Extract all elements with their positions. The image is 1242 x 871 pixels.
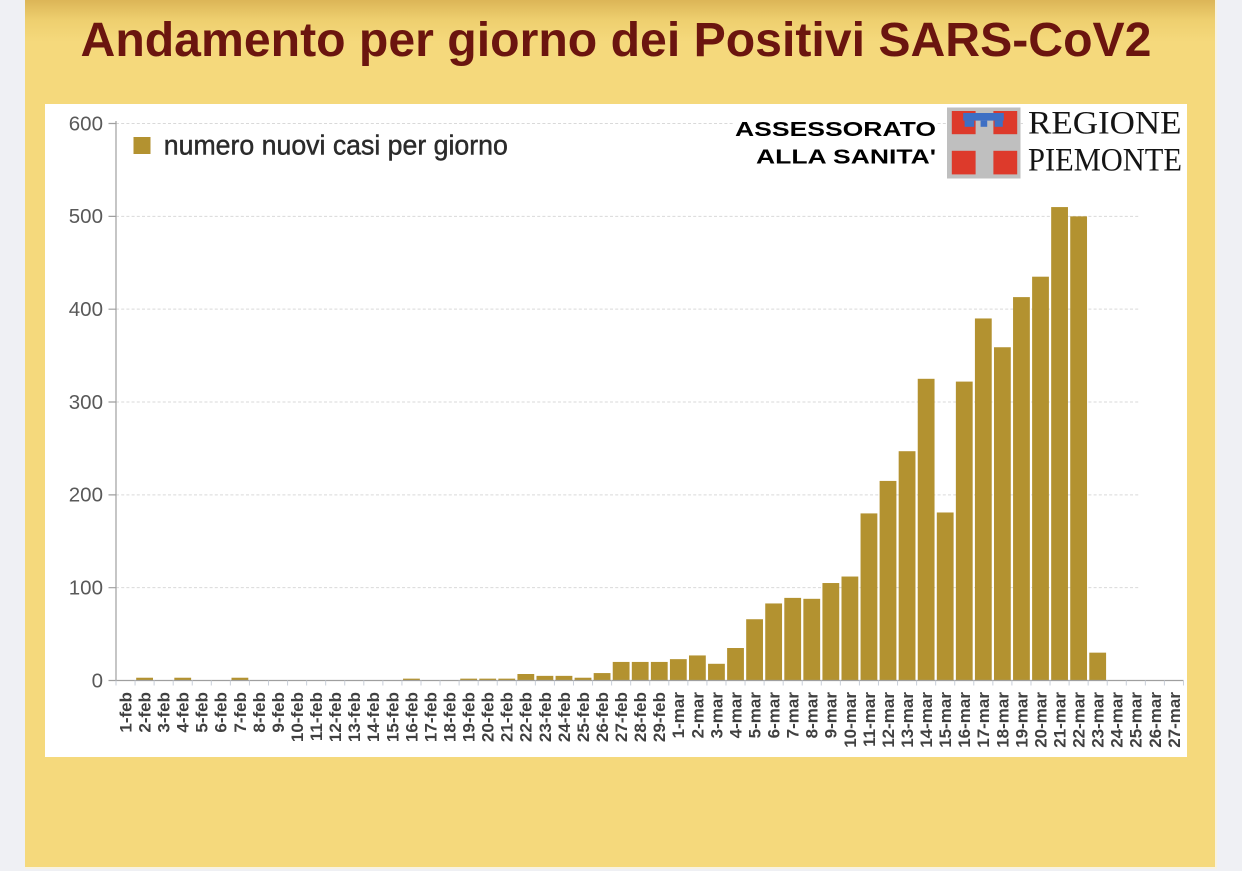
svg-text:3-feb: 3-feb: [155, 692, 174, 733]
svg-text:2-feb: 2-feb: [135, 692, 154, 733]
svg-text:27-mar: 27-mar: [1165, 692, 1184, 748]
svg-text:15-feb: 15-feb: [383, 692, 402, 742]
svg-text:26-mar: 26-mar: [1146, 692, 1165, 748]
svg-text:24-mar: 24-mar: [1108, 692, 1127, 748]
svg-text:7-mar: 7-mar: [784, 692, 803, 739]
svg-text:5-feb: 5-feb: [193, 692, 212, 733]
svg-text:14-feb: 14-feb: [364, 692, 383, 742]
svg-text:16-feb: 16-feb: [402, 692, 421, 742]
svg-text:6-mar: 6-mar: [765, 692, 784, 739]
svg-text:8-mar: 8-mar: [803, 692, 822, 739]
svg-text:5-mar: 5-mar: [745, 692, 764, 739]
svg-text:7-feb: 7-feb: [231, 692, 250, 733]
svg-text:18-mar: 18-mar: [993, 692, 1012, 748]
svg-text:3-mar: 3-mar: [707, 692, 726, 739]
svg-text:20-mar: 20-mar: [1031, 692, 1050, 748]
svg-text:23-feb: 23-feb: [536, 692, 555, 742]
svg-text:0: 0: [92, 669, 103, 692]
svg-text:29-feb: 29-feb: [650, 692, 669, 742]
svg-text:21-mar: 21-mar: [1050, 692, 1069, 748]
svg-text:ASSESSORATO: ASSESSORATO: [735, 117, 936, 140]
svg-text:4-mar: 4-mar: [726, 692, 745, 739]
svg-text:23-mar: 23-mar: [1089, 692, 1108, 748]
svg-text:16-mar: 16-mar: [955, 692, 974, 748]
svg-text:9-mar: 9-mar: [822, 692, 841, 739]
svg-text:13-mar: 13-mar: [898, 692, 917, 748]
svg-text:200: 200: [69, 484, 103, 507]
svg-text:19-mar: 19-mar: [1012, 692, 1031, 748]
svg-text:18-feb: 18-feb: [440, 692, 459, 742]
svg-text:19-feb: 19-feb: [460, 692, 479, 742]
svg-text:15-mar: 15-mar: [936, 692, 955, 748]
svg-text:9-feb: 9-feb: [269, 692, 288, 733]
svg-text:22-mar: 22-mar: [1070, 692, 1089, 748]
svg-text:4-feb: 4-feb: [174, 692, 193, 733]
svg-text:600: 600: [69, 112, 103, 135]
svg-text:500: 500: [69, 205, 103, 228]
svg-text:13-feb: 13-feb: [345, 692, 364, 742]
svg-text:1-feb: 1-feb: [116, 692, 135, 733]
svg-text:400: 400: [69, 298, 103, 321]
svg-text:10-feb: 10-feb: [288, 692, 307, 742]
svg-text:11-mar: 11-mar: [860, 692, 879, 747]
svg-text:12-mar: 12-mar: [879, 692, 898, 748]
svg-text:10-mar: 10-mar: [841, 692, 860, 748]
svg-text:27-feb: 27-feb: [612, 692, 631, 742]
svg-text:6-feb: 6-feb: [212, 692, 231, 733]
svg-text:ALLA SANITA': ALLA SANITA': [756, 145, 936, 168]
svg-text:24-feb: 24-feb: [555, 692, 574, 742]
svg-text:25-feb: 25-feb: [574, 692, 593, 742]
svg-text:17-feb: 17-feb: [421, 692, 440, 742]
svg-text:300: 300: [69, 391, 103, 414]
svg-text:1-mar: 1-mar: [669, 692, 688, 739]
svg-text:25-mar: 25-mar: [1127, 692, 1146, 748]
svg-text:100: 100: [69, 576, 103, 599]
svg-text:17-mar: 17-mar: [974, 692, 993, 748]
svg-text:numero nuovi casi per giorno: numero nuovi casi per giorno: [164, 130, 508, 161]
svg-text:20-feb: 20-feb: [479, 692, 498, 742]
svg-text:12-feb: 12-feb: [326, 692, 345, 742]
svg-text:2-mar: 2-mar: [688, 692, 707, 739]
svg-text:21-feb: 21-feb: [498, 692, 517, 742]
svg-text:28-feb: 28-feb: [631, 692, 650, 742]
svg-text:REGIONE: REGIONE: [1028, 105, 1182, 142]
svg-text:26-feb: 26-feb: [593, 692, 612, 742]
svg-text:PIEMONTE: PIEMONTE: [1028, 142, 1182, 179]
svg-text:8-feb: 8-feb: [250, 692, 269, 733]
svg-text:14-mar: 14-mar: [917, 692, 936, 748]
svg-text:11-feb: 11-feb: [307, 692, 326, 741]
svg-text:22-feb: 22-feb: [517, 692, 536, 742]
